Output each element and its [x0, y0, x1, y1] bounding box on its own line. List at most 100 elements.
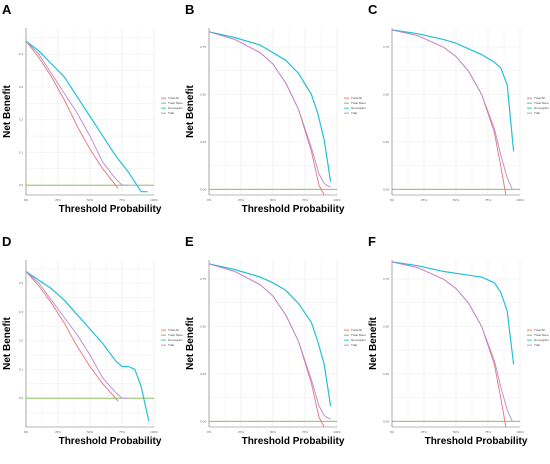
- legend-label-tdat: Tdat: [351, 343, 357, 347]
- series-line-tdat: [208, 263, 331, 420]
- series-line-nomogram: [208, 31, 332, 182]
- x-tick-label: 50%: [453, 198, 459, 202]
- series-line-nomogram: [208, 263, 332, 407]
- y-tick-label: 0.50: [383, 92, 389, 96]
- chart-svg: 0% 25% 50% 75% 100% 0.00 0.25 0.50 0.75 Threshold…: [185, 260, 366, 447]
- series-line-tdat: [208, 31, 331, 188]
- y-tick-label: 0.1: [19, 150, 24, 154]
- legend-label-nomogram: Nomogram: [168, 106, 183, 110]
- x-tick-label: 50%: [87, 198, 93, 202]
- chart-svg: 0% 25% 50% 75% 100% 0.0 0.1 0.2 0.3 0.4 Threshold …: [2, 260, 183, 447]
- y-tick-label: 0.4: [19, 52, 24, 56]
- x-tick-label: 50%: [270, 430, 276, 434]
- y-tick-label: 0.50: [383, 324, 389, 328]
- panel-d: D 0% 25% 50% 75% 100% 0.0 0.1 0.2 0.3 0.4 Threshold…: [0, 232, 183, 464]
- x-tick-label: 0%: [390, 198, 395, 202]
- x-tick-label: 100%: [150, 198, 158, 202]
- chart-svg: 0% 25% 50% 75% 100% 0.00 0.25 0.50 0.75 Treat All…: [383, 28, 549, 202]
- y-axis-title: Net Benefit: [2, 316, 13, 369]
- legend-label-tdat: Tdat: [168, 111, 174, 115]
- y-tick-label: 0.0: [19, 183, 24, 187]
- legend-label-treat-all: Treat All: [351, 96, 362, 100]
- legend-label-treat-all: Treat All: [168, 328, 179, 332]
- series-line-tdat: [25, 40, 129, 186]
- legend-label-treat-none: Treat None: [351, 333, 366, 337]
- series-line-tdat: [25, 271, 129, 399]
- x-tick-label: 100%: [516, 198, 524, 202]
- y-tick-label: 0.00: [200, 419, 206, 423]
- y-tick-label: 0.75: [383, 277, 389, 281]
- x-tick-label: 50%: [453, 430, 459, 434]
- y-tick-label: 0.25: [383, 140, 389, 144]
- panel-c: C 0% 25% 50% 75% 100% 0.00 0.25 0.50 0.75 Treat Al…: [366, 0, 549, 232]
- y-tick-label: 0.75: [200, 277, 206, 281]
- y-axis-title: Net Benefit: [368, 316, 379, 369]
- x-tick-label: 25%: [238, 430, 244, 434]
- x-tick-label: 25%: [421, 430, 427, 434]
- x-tick-label: 75%: [485, 198, 491, 202]
- y-tick-label: 0.25: [200, 372, 206, 376]
- x-tick-label: 25%: [238, 198, 244, 202]
- legend-label-treat-all: Treat All: [534, 328, 545, 332]
- series-line-nomogram: [25, 271, 150, 422]
- x-tick-label: 100%: [333, 430, 341, 434]
- legend-label-nomogram: Nomogram: [351, 338, 366, 342]
- legend-label-nomogram: Nomogram: [351, 106, 366, 110]
- legend-label-treat-all: Treat All: [168, 96, 179, 100]
- y-tick-label: 0.25: [200, 140, 206, 144]
- y-tick-label: 0.00: [200, 187, 206, 191]
- x-tick-label: 0%: [24, 198, 29, 202]
- y-axis-title: Net Benefit: [185, 84, 196, 137]
- x-axis-title: Threshold Probability: [242, 204, 345, 215]
- chart-svg: 0% 25% 50% 75% 100% 0.00 0.25 0.50 0.75 Threshold…: [368, 260, 549, 447]
- legend-label-treat-all: Treat All: [351, 328, 362, 332]
- y-tick-label: 0.75: [383, 45, 389, 49]
- y-tick-label: 0.75: [200, 45, 206, 49]
- x-tick-label: 75%: [119, 430, 125, 434]
- legend-label-treat-none: Treat None: [168, 333, 183, 337]
- x-tick-label: 25%: [55, 198, 61, 202]
- x-tick-label: 75%: [485, 430, 491, 434]
- y-tick-label: 0.00: [383, 419, 389, 423]
- legend-label-tdat: Tdat: [534, 111, 540, 115]
- x-tick-label: 75%: [119, 198, 125, 202]
- panel-letter: D: [2, 234, 12, 249]
- x-tick-label: 50%: [270, 198, 276, 202]
- legend-label-treat-none: Treat None: [168, 101, 183, 105]
- series-line-treat-all: [25, 271, 119, 402]
- legend-label-nomogram: Nomogram: [534, 338, 549, 342]
- x-tick-label: 50%: [87, 430, 93, 434]
- x-tick-label: 0%: [207, 198, 212, 202]
- series-line-nomogram: [391, 261, 515, 365]
- panel-letter: B: [185, 2, 195, 17]
- panel-letter: F: [368, 234, 376, 249]
- x-tick-label: 100%: [516, 430, 524, 434]
- y-tick-label: 0.1: [19, 367, 24, 371]
- series-line-nomogram: [25, 40, 148, 193]
- y-tick-label: 0.50: [200, 324, 206, 328]
- panel-letter: E: [185, 234, 194, 249]
- series-line-treat-all: [25, 40, 119, 189]
- y-tick-label: 0.50: [200, 92, 206, 96]
- panel-a: A 0% 25% 50% 75% 100% 0.0 0.1 0.2 0.3 0.4 Threshold…: [0, 0, 183, 232]
- series-line-treat-all: [208, 31, 325, 196]
- y-tick-label: 0.3: [19, 310, 24, 314]
- legend-label-tdat: Tdat: [168, 343, 174, 347]
- y-tick-label: 0.2: [19, 118, 24, 122]
- x-axis-title: Threshold Probability: [425, 436, 528, 447]
- x-tick-label: 75%: [302, 430, 308, 434]
- y-tick-label: 0.00: [383, 187, 389, 191]
- legend-label-nomogram: Nomogram: [168, 338, 183, 342]
- x-tick-label: 0%: [390, 430, 395, 434]
- y-tick-label: 0.25: [383, 372, 389, 376]
- legend-label-treat-all: Treat All: [534, 96, 545, 100]
- y-axis-title: Net Benefit: [185, 316, 196, 369]
- x-tick-label: 100%: [333, 198, 341, 202]
- series-line-tdat: [391, 261, 513, 422]
- legend-label-tdat: Tdat: [534, 343, 540, 347]
- panel-f: F 0% 25% 50% 75% 100% 0.00 0.25 0.50 0.75 Threshol…: [366, 232, 549, 464]
- series-line-nomogram: [391, 29, 515, 152]
- y-tick-label: 0.0: [19, 396, 24, 400]
- panel-e: E 0% 25% 50% 75% 100% 0.00 0.25 0.50 0.75 Threshol…: [183, 232, 366, 464]
- chart-svg: 0% 25% 50% 75% 100% 0.0 0.1 0.2 0.3 0.4 Threshold …: [2, 28, 183, 215]
